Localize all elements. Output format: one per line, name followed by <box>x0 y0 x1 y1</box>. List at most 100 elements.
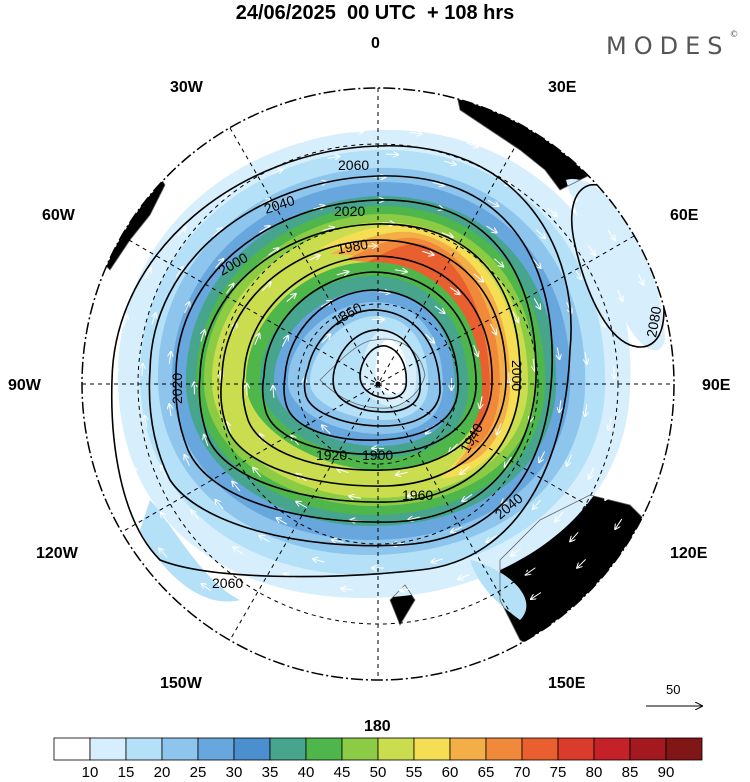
wind-vector-arrow <box>239 157 251 163</box>
colorbar-tick-label: 45 <box>333 764 351 781</box>
wind-vector-arrow <box>321 334 330 344</box>
contour-2020 <box>174 199 537 523</box>
wind-vector-arrow <box>458 574 470 579</box>
wind-vector-arrow <box>394 270 407 272</box>
contour-1940 <box>261 271 477 455</box>
wind-vector-arrow <box>609 418 611 430</box>
wind-vector-arrow <box>159 548 168 558</box>
colorbar-swatch <box>233 737 271 761</box>
contour-label: 1920 <box>316 447 347 463</box>
wind-vector-arrow <box>247 384 248 396</box>
wind-vector-arrow <box>566 454 572 466</box>
wind-vector-arrow <box>533 298 540 308</box>
wind-vector-arrow <box>308 255 320 261</box>
wind-vector-arrow <box>574 268 581 279</box>
colorbar-tick-label: 35 <box>261 764 279 781</box>
wind-vector-arrow <box>474 593 485 599</box>
wind-vector-arrow <box>449 443 458 453</box>
colorbar <box>53 737 703 761</box>
wind-vector-arrow <box>296 502 307 508</box>
wind-vector-arrow <box>511 548 521 556</box>
wind-vector-arrow <box>417 610 429 612</box>
landmass-africa <box>455 88 600 190</box>
wind-vector-arrow <box>351 131 363 132</box>
wind-vector-arrow <box>286 294 296 303</box>
lon-label-120e: 120E <box>670 545 708 562</box>
wind-vector-arrow <box>531 592 542 600</box>
wind-vector-arrow <box>615 518 623 529</box>
wind-vector-arrow <box>215 259 223 269</box>
wind-vector-arrow <box>133 467 139 479</box>
wind-vector-arrow <box>253 468 262 478</box>
wind-vector-arrow <box>605 489 612 500</box>
wind-vector-arrow <box>449 286 460 294</box>
brand-name: MODES <box>606 32 730 60</box>
wind-vector-arrow <box>493 258 503 267</box>
colorbar-swatch <box>89 737 127 761</box>
wind-vector-arrow <box>349 496 362 498</box>
wind-vector-arrow <box>161 513 169 523</box>
map-title: 24/06/2025 00 UTC + 108 hrs <box>235 2 515 24</box>
wind-vector-arrow <box>184 302 190 314</box>
wind-vector-arrow <box>409 132 422 134</box>
wind-vector-arrow <box>587 245 595 256</box>
lon-label-60e: 60E <box>670 207 699 224</box>
lon-label-90w: 90W <box>8 377 42 394</box>
contour-1860 <box>359 345 408 400</box>
wind-vectors <box>90 131 667 637</box>
colorbar-swatch <box>341 737 379 761</box>
wind-vector-arrow <box>640 390 641 402</box>
wind-vector-arrow <box>617 289 623 301</box>
colorbar-swatch <box>377 737 415 761</box>
wind-vector-arrow <box>555 512 564 521</box>
wind-vector-arrow <box>332 540 344 543</box>
wind-vector-arrow <box>124 315 127 327</box>
contour-1980 <box>220 239 507 487</box>
colorbar-swatch <box>161 737 199 761</box>
wind-vector-arrow <box>473 344 478 356</box>
wind-vector-arrow <box>327 156 339 158</box>
wind-vector-arrow <box>226 284 233 294</box>
wind-vector-arrow <box>246 583 258 589</box>
wind-vector-arrow <box>364 246 377 247</box>
wind-vector-arrow <box>300 604 312 607</box>
wind-vector-arrow <box>614 366 615 378</box>
wind-vector-arrow <box>259 199 271 206</box>
contour-2060 <box>110 145 572 578</box>
wind-vector-arrow <box>487 199 498 206</box>
lon-label-180: 180 <box>364 718 391 735</box>
wind-vector-arrow <box>177 227 186 236</box>
wind-vector-arrow <box>422 632 434 634</box>
colorbar-swatch <box>521 737 559 761</box>
wind-vector-arrow <box>259 536 270 543</box>
wind-vector-arrow <box>175 267 182 278</box>
longitude-labels: 0 30E 60E 90E 120E 150E 180 150W 120W 90… <box>8 35 731 735</box>
wind-vector-arrow <box>422 251 433 255</box>
wind-vector-arrow <box>386 154 398 155</box>
map-border <box>81 87 675 681</box>
wind-vector-arrow <box>432 182 444 185</box>
wind-vector-arrow <box>268 248 278 256</box>
wind-vector-arrow <box>293 139 306 142</box>
contour-label: 2060 <box>338 157 369 173</box>
wind-vector-arrow <box>220 193 231 201</box>
colorbar-tick-label: 40 <box>297 764 315 781</box>
contour-label: 2060 <box>212 575 243 591</box>
wind-vector-arrow <box>460 465 470 474</box>
colorbar-swatch <box>305 737 343 761</box>
contour-1900 <box>303 309 441 427</box>
wind-vector-arrow <box>232 482 241 492</box>
colorbar-tick-label: 60 <box>441 764 459 781</box>
wind-vector-arrow <box>233 547 244 555</box>
wind-vector-arrow <box>570 532 579 541</box>
wind-vector-arrow <box>577 559 586 567</box>
colorbar-tick-label: 50 <box>369 764 387 781</box>
wind-vector-arrow <box>532 258 541 268</box>
wind-vector-arrow <box>169 404 171 417</box>
contour-2040 <box>148 175 553 547</box>
lon-label-120w: 120W <box>36 545 79 562</box>
wind-vector-arrow <box>145 416 147 428</box>
wind-vector-arrow <box>251 611 263 617</box>
wind-vector-arrow <box>486 535 497 542</box>
wind-vector-arrow <box>490 323 496 335</box>
